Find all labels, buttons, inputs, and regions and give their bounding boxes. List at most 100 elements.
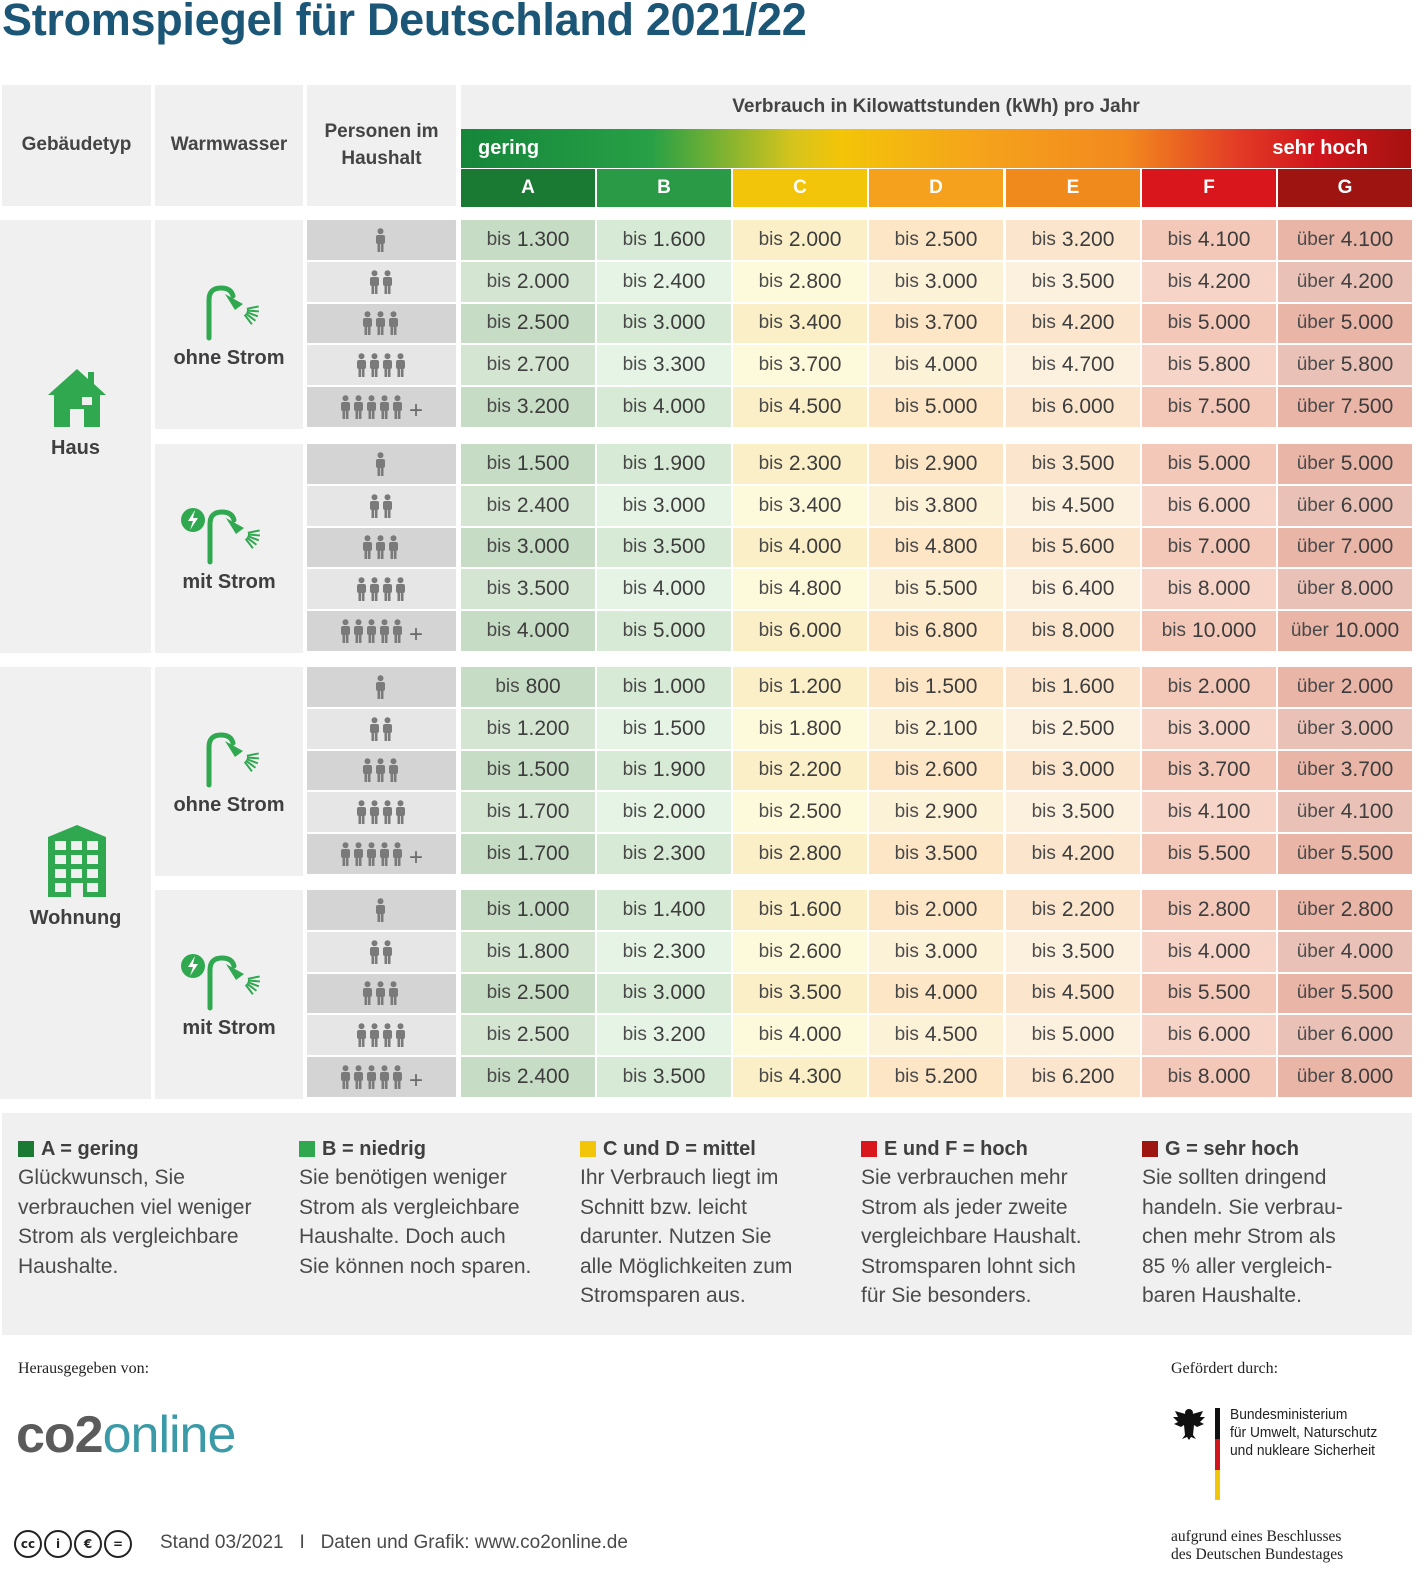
value-prefix: bis	[758, 675, 783, 697]
value-cell: bis 1.700	[461, 834, 595, 874]
value-cell: bis 2.600	[869, 750, 1003, 791]
value-number: 4.000	[652, 395, 706, 419]
value-cell: bis 2.800	[1142, 890, 1276, 930]
value-number: 2.500	[516, 981, 570, 1005]
value-cell: über 4.200	[1278, 261, 1412, 302]
value-prefix: bis	[622, 898, 647, 920]
value-cell: bis 3.700	[733, 345, 867, 386]
value-number: 2.900	[924, 451, 978, 475]
value-number: 6.400	[1061, 577, 1115, 601]
persons-3-icon	[362, 311, 401, 336]
value-prefix: bis	[894, 620, 919, 642]
value-number: 3.000	[652, 493, 706, 517]
value-prefix: bis	[486, 228, 511, 250]
value-number: 4.000	[516, 619, 570, 643]
legend-text-line: darunter. Nutzen Sie	[580, 1225, 772, 1248]
value-cell: bis 3.300	[597, 345, 731, 386]
value-cell: bis 2.000	[461, 261, 595, 302]
value-number: 2.000	[788, 227, 842, 251]
ministry-name: Bundesministerium für Umwelt, Naturschutz…	[1230, 1406, 1377, 1460]
class-header-f: F	[1142, 169, 1276, 207]
value-number: 4.000	[788, 1023, 842, 1047]
value-cell: bis 8.000	[1006, 611, 1140, 651]
value-number: 2.500	[924, 227, 978, 251]
value-cell: bis 6.000	[1142, 1015, 1276, 1056]
value-prefix: bis	[758, 312, 783, 334]
value-number: 2.300	[652, 939, 706, 963]
value-prefix: bis	[1167, 1066, 1192, 1088]
legend-text-line: Strom als vergleichbare	[299, 1195, 520, 1219]
value-cell: bis 2.500	[461, 303, 595, 344]
header-hot-water: Warmwasser	[155, 85, 303, 206]
electric-shower-icon	[180, 952, 264, 1017]
legend-title-text: G = sehr hoch	[1165, 1137, 1299, 1160]
value-prefix: bis	[758, 578, 783, 600]
persons-cell: +	[307, 611, 456, 651]
legend-item: E und F = hoch Sie verbrauchen mehr Strom …	[861, 1135, 1131, 1311]
value-prefix: bis	[1031, 620, 1056, 642]
value-number: 5.000	[1340, 451, 1394, 475]
cc-icon[interactable]: cc	[14, 1530, 42, 1558]
value-cell: über 5.500	[1278, 973, 1412, 1014]
value-prefix: über	[1296, 982, 1335, 1004]
value-prefix: bis	[894, 982, 919, 1004]
value-number: 2.800	[1340, 897, 1394, 921]
value-number: 5.500	[1340, 842, 1394, 866]
value-prefix: bis	[1167, 228, 1192, 250]
water-label: ohne Strom	[173, 347, 285, 369]
value-prefix: bis	[622, 270, 647, 292]
persons-2-icon	[369, 493, 395, 518]
value-number: 3.700	[788, 353, 842, 377]
value-cell: bis 5.000	[597, 611, 731, 651]
value-prefix: bis	[1167, 940, 1192, 962]
value-prefix: über	[1296, 759, 1335, 781]
value-prefix: über	[1296, 801, 1335, 823]
value-cell: bis 3.400	[733, 303, 867, 344]
persons-4-icon	[356, 353, 408, 378]
legend-color-swatch	[1142, 1141, 1158, 1157]
value-prefix: bis	[1031, 354, 1056, 376]
value-cell: bis 3.500	[733, 973, 867, 1014]
by-icon[interactable]: i	[44, 1530, 72, 1558]
value-prefix: bis	[622, 354, 647, 376]
value-number: 4.100	[1197, 800, 1251, 824]
value-prefix: bis	[622, 1024, 647, 1046]
value-prefix: bis	[1167, 396, 1192, 418]
value-prefix: über	[1296, 717, 1335, 739]
value-number: 4.200	[1197, 269, 1251, 293]
legend-title-text: B = niedrig	[322, 1137, 426, 1160]
bundestag-note: aufgrund eines Beschlusses des Deutschen …	[1171, 1528, 1343, 1564]
legend-item: B = niedrig Sie benötigen weniger Strom al…	[299, 1135, 569, 1281]
value-cell: bis 4.500	[733, 387, 867, 427]
value-number: 2.600	[924, 758, 978, 782]
value-number: 4.100	[1340, 800, 1394, 824]
note-line: aufgrund eines Beschlusses	[1171, 1528, 1342, 1545]
legend-color-swatch	[299, 1141, 315, 1157]
value-prefix: bis	[894, 578, 919, 600]
value-prefix: über	[1296, 270, 1335, 292]
value-prefix: über	[1296, 940, 1335, 962]
value-prefix: bis	[486, 982, 511, 1004]
water-label: mit Strom	[182, 571, 276, 593]
nd-icon[interactable]: =	[104, 1530, 132, 1558]
value-cell: bis 2.500	[1006, 708, 1140, 749]
value-number: 8.000	[1340, 1065, 1394, 1089]
value-cell: bis 5.000	[869, 387, 1003, 427]
value-cell: über 6.000	[1278, 1015, 1412, 1056]
value-cell: bis 5.800	[1142, 345, 1276, 386]
value-prefix: bis	[894, 536, 919, 558]
value-number: 7.500	[1340, 395, 1394, 419]
value-prefix: bis	[486, 1066, 511, 1088]
legend-text-line: Ihr Verbrauch liegt im	[580, 1166, 779, 1189]
nc-icon[interactable]: €	[74, 1530, 102, 1558]
co2online-logo: co2online	[16, 1405, 236, 1465]
value-cell: bis 1.500	[869, 667, 1003, 707]
value-cell: bis 2.200	[733, 750, 867, 791]
value-cell: bis 5.500	[869, 569, 1003, 610]
value-number: 4.500	[1061, 981, 1115, 1005]
license-icons: cc i € =	[14, 1530, 132, 1558]
value-cell: über 4.100	[1278, 792, 1412, 833]
value-cell: über 5.000	[1278, 444, 1412, 484]
value-prefix: bis	[894, 396, 919, 418]
persons-cell	[307, 261, 456, 302]
